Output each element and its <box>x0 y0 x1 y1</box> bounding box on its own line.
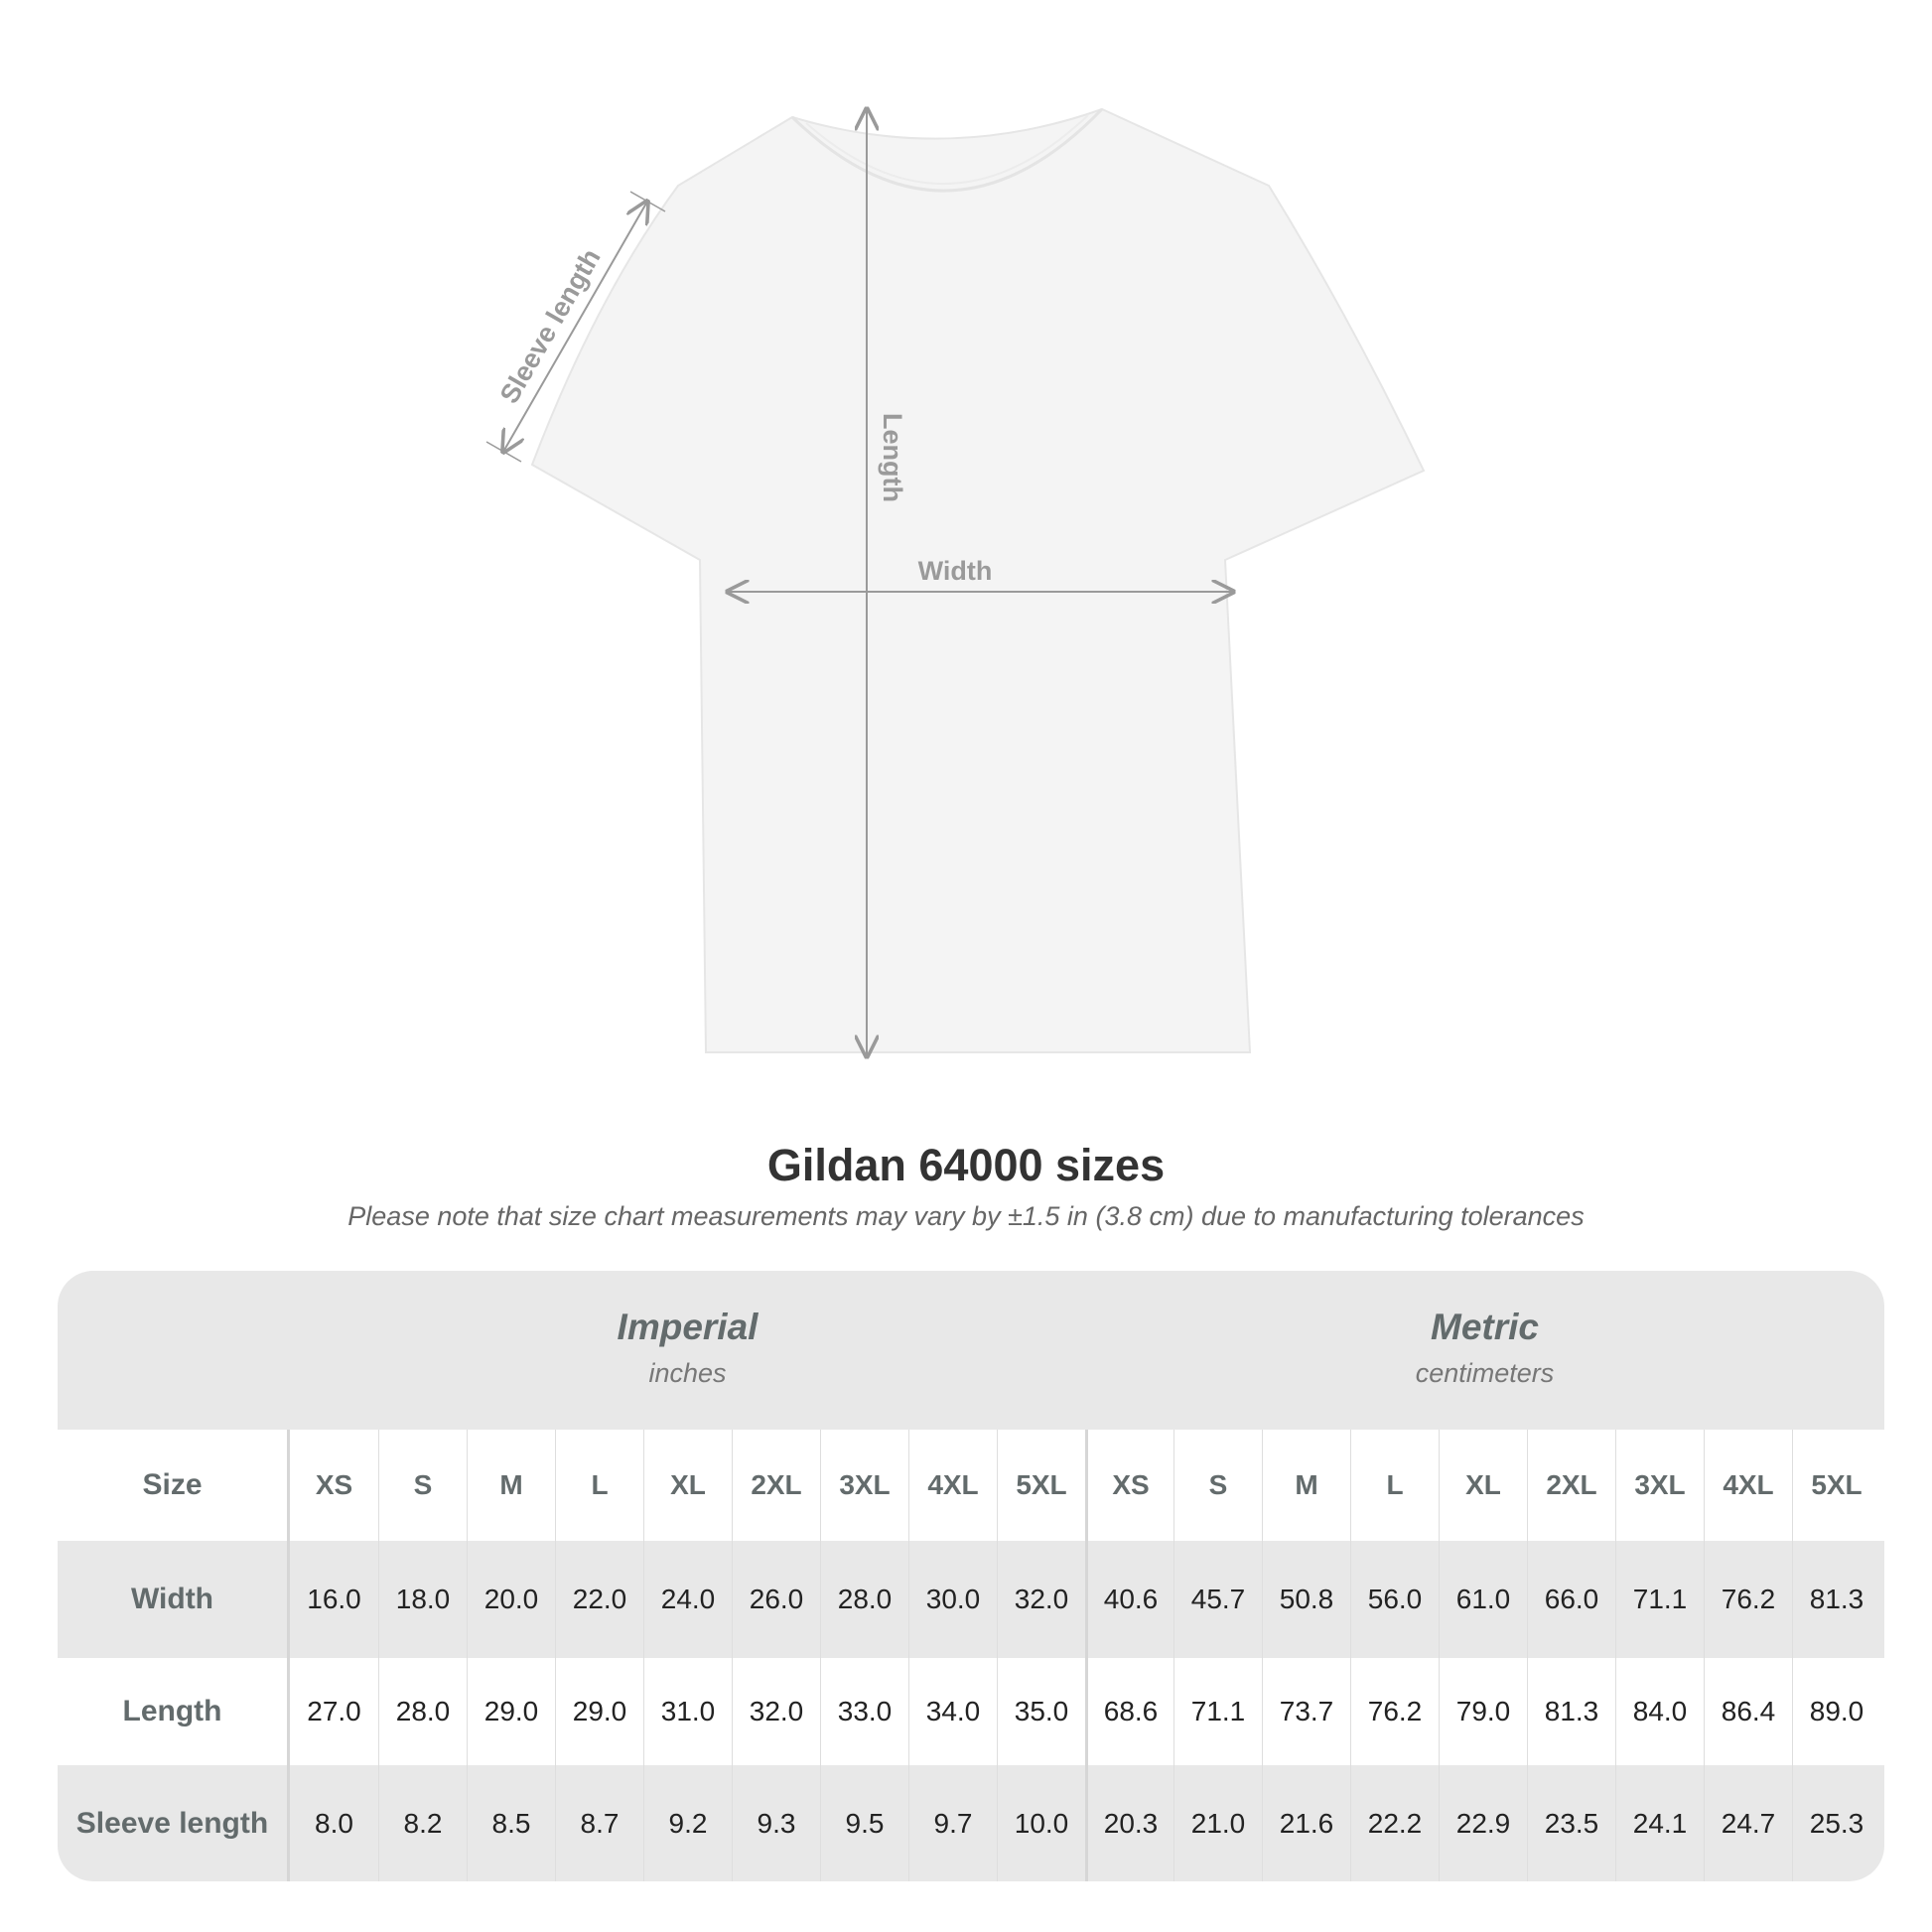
table-cell: 22.2 <box>1350 1765 1439 1881</box>
table-cell: 8.0 <box>315 1807 353 1839</box>
metric-label: Metric <box>1431 1307 1539 1347</box>
imperial-label: Imperial <box>617 1307 759 1347</box>
size-header-cell: M <box>467 1430 555 1541</box>
table-cell: 73.7 <box>1262 1658 1350 1765</box>
table-cell: 16.0 <box>307 1584 361 1614</box>
row-label: Length <box>58 1658 290 1765</box>
table-cell: 10.0 <box>997 1765 1085 1881</box>
size-header-row: Size XS S M L XL 2XL 3XL 4XL 5XL XS S M L XL 2XL 3XL 4XL 5… <box>58 1430 1884 1541</box>
table-cell: 28.0 <box>378 1658 467 1765</box>
size-header-cell: M <box>1262 1430 1350 1541</box>
length-label: Length <box>878 413 907 502</box>
page-title: Gildan 64000 sizes <box>766 1140 1166 1190</box>
table-cell: 8.2 <box>378 1765 467 1881</box>
table-cell: 21.6 <box>1262 1765 1350 1881</box>
row-label: Width <box>58 1541 290 1658</box>
table-cell: 29.0 <box>555 1658 643 1765</box>
table-cell: 22.9 <box>1439 1765 1527 1881</box>
table-row: Length 27.0 28.0 29.0 29.0 31.0 32.0 33.0 34.0 35… <box>58 1658 1884 1765</box>
table-cell: 89.0 <box>1792 1658 1880 1765</box>
table-cell: 84.0 <box>1615 1658 1704 1765</box>
table-cell: 79.0 <box>1439 1658 1527 1765</box>
table-cell: 9.3 <box>732 1765 820 1881</box>
table-cell: 40.6 <box>1085 1541 1173 1658</box>
table-cell: 9.5 <box>820 1765 908 1881</box>
size-header-cell: 3XL <box>820 1430 908 1541</box>
size-header-cell: 2XL <box>732 1430 820 1541</box>
imperial-unit: inches <box>648 1358 727 1388</box>
table-cell: 9.7 <box>908 1765 997 1881</box>
table-cell: 18.0 <box>378 1541 467 1658</box>
table-cell: 32.0 <box>997 1541 1085 1658</box>
table-cell: 50.8 <box>1262 1541 1350 1658</box>
table-cell: 20.0 <box>467 1541 555 1658</box>
table-cell: 8.5 <box>467 1765 555 1881</box>
table-cell: 22.0 <box>555 1541 643 1658</box>
table-cell: 66.0 <box>1527 1541 1615 1658</box>
table-cell: 71.1 <box>1615 1541 1704 1658</box>
table-cell: 81.3 <box>1527 1658 1615 1765</box>
table-cell: 31.0 <box>643 1658 732 1765</box>
table-cell: 76.2 <box>1704 1541 1792 1658</box>
table-cell: 35.0 <box>997 1658 1085 1765</box>
row-label: Sleeve length <box>58 1765 290 1881</box>
tolerance-note: Please note that size chart measurements… <box>347 1201 1585 1231</box>
table-cell: 68.6 <box>1085 1658 1173 1765</box>
table-cell: 23.5 <box>1527 1765 1615 1881</box>
size-header-cell: 5XL <box>1792 1430 1880 1541</box>
size-header-cell: S <box>1173 1430 1262 1541</box>
size-header-cell: 2XL <box>1527 1430 1615 1541</box>
imperial-header: Imperial inches <box>290 1271 1085 1430</box>
size-header-cell: 4XL <box>1704 1430 1792 1541</box>
table-cell: 28.0 <box>820 1541 908 1658</box>
metric-unit: centimeters <box>1415 1358 1555 1388</box>
table-cell: 21.0 <box>1173 1765 1262 1881</box>
row-label: Size <box>58 1430 290 1541</box>
table-cell: 86.4 <box>1704 1658 1792 1765</box>
size-header-cell: 4XL <box>908 1430 997 1541</box>
table-cell: 32.0 <box>732 1658 820 1765</box>
table-cell: 81.3 <box>1792 1541 1880 1658</box>
table-cell: 33.0 <box>820 1658 908 1765</box>
size-header-cell: XS <box>1085 1430 1173 1541</box>
table-cell: 26.0 <box>732 1541 820 1658</box>
table-cell: 20.3 <box>1085 1765 1173 1881</box>
table-cell: 71.1 <box>1173 1658 1262 1765</box>
size-header-cell: L <box>555 1430 643 1541</box>
tshirt-diagram: Width Length Sleeve length <box>485 0 1426 1092</box>
table-cell: 24.7 <box>1704 1765 1792 1881</box>
table-cell: 9.2 <box>643 1765 732 1881</box>
table-cell: 24.1 <box>1615 1765 1704 1881</box>
table-row: Width 16.0 18.0 20.0 22.0 24.0 26.0 28.0 30.0 32.… <box>58 1541 1884 1658</box>
table-cell: 56.0 <box>1350 1541 1439 1658</box>
table-cell: 61.0 <box>1439 1541 1527 1658</box>
table-cell: 34.0 <box>908 1658 997 1765</box>
table-cell: 25.3 <box>1792 1765 1880 1881</box>
table-cell: 8.7 <box>555 1765 643 1881</box>
table-cell: 45.7 <box>1173 1541 1262 1658</box>
size-header-cell: XL <box>643 1430 732 1541</box>
size-header-cell: XS <box>315 1469 353 1500</box>
sleeve-arrow <box>503 202 647 452</box>
table-cell: 27.0 <box>307 1696 361 1726</box>
size-header-cell: XL <box>1439 1430 1527 1541</box>
table-cell: 30.0 <box>908 1541 997 1658</box>
size-header-cell: L <box>1350 1430 1439 1541</box>
metric-header: Metric centimeters <box>1085 1271 1884 1430</box>
table-cell: 76.2 <box>1350 1658 1439 1765</box>
size-table: Imperial inches Metric centimeters Size X… <box>58 1271 1884 1881</box>
tshirt-collar-band <box>805 114 1089 186</box>
size-header-cell: 3XL <box>1615 1430 1704 1541</box>
table-row: Sleeve length 8.0 8.2 8.5 8.7 9.2 9.3 9.5 9.7 10.… <box>58 1765 1884 1881</box>
tshirt-collar <box>790 107 1104 193</box>
table-cell: 29.0 <box>467 1658 555 1765</box>
size-header-cell: 5XL <box>997 1430 1085 1541</box>
width-label: Width <box>918 556 993 586</box>
size-header-cell: S <box>378 1430 467 1541</box>
table-cell: 24.0 <box>643 1541 732 1658</box>
